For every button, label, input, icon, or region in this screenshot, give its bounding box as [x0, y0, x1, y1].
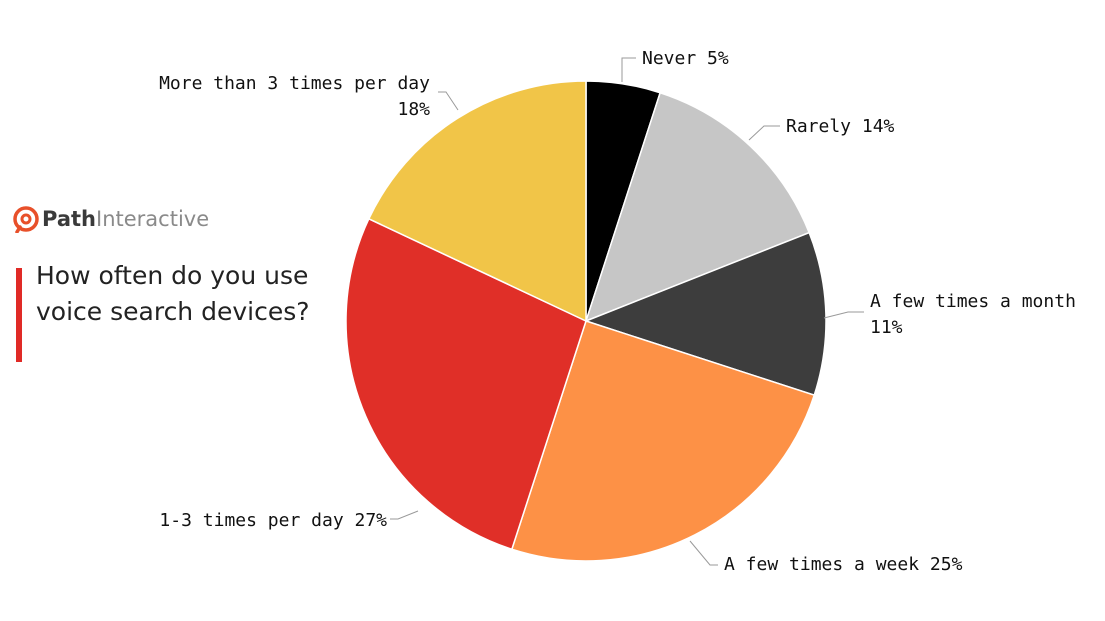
pie-slice-a-few-times-a-month [583, 231, 827, 397]
title-accent-bar [16, 268, 22, 362]
leader-line [438, 91, 459, 111]
pie-slice-a-few-times-a-week [510, 320, 816, 562]
leader-line [621, 57, 636, 82]
logo-text-bold: Path [42, 207, 96, 231]
leader-line [689, 540, 718, 566]
path-interactive-logo: Path Interactive [12, 204, 209, 234]
path-logo-icon [13, 206, 39, 233]
leader-line [823, 311, 864, 319]
leader-line [748, 125, 780, 141]
slice-label: More than 3 times per day 18% [159, 73, 430, 120]
pie-slice-1-3-times-per-day [345, 217, 587, 551]
slice-label: A few times a week 25% [724, 554, 963, 575]
pie-slice-more-than-3-times-per-day [367, 80, 587, 323]
chart-title: How often do you use voice search device… [36, 261, 310, 326]
slice-label: Rarely 14% [786, 116, 895, 137]
slice-label: 1-3 times per day 27% [159, 510, 387, 531]
slice-label: Never 5% [642, 48, 729, 69]
logo-text-light: Interactive [96, 207, 210, 231]
leader-line [390, 510, 419, 520]
pie-slice-rarely [584, 91, 811, 323]
slice-label: A few times a month 11% [870, 291, 1076, 338]
